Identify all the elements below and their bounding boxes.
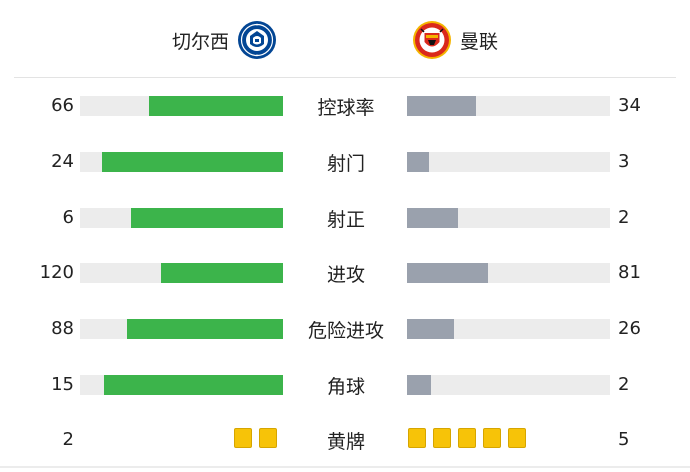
- stat-label: 控球率: [317, 97, 375, 119]
- home-stat-value: 6: [62, 207, 74, 228]
- home-stat-value: 15: [51, 374, 74, 395]
- home-stat-bar-track: [80, 96, 283, 116]
- home-stat-bar-track: [80, 263, 283, 283]
- yellow-card-icon: [433, 428, 451, 448]
- stat-label: 黄牌: [326, 431, 365, 453]
- home-yellow-cards-value: 2: [62, 429, 74, 450]
- home-stat-value: 24: [51, 151, 74, 172]
- match-header: 切尔西 曼联: [0, 0, 690, 78]
- home-stat-value: 120: [39, 262, 74, 283]
- stat-row: 6 射正 2: [0, 204, 690, 244]
- home-stat-value: 66: [51, 95, 74, 116]
- away-stat-value: 2: [618, 207, 630, 228]
- home-stat-bar: [161, 263, 283, 283]
- yellow-card-icon: [483, 428, 501, 448]
- away-stat-value: 26: [618, 318, 641, 339]
- stat-label: 射门: [326, 153, 365, 175]
- away-stat-bar: [407, 152, 429, 172]
- stat-row: 120 进攻 81: [0, 259, 690, 299]
- home-stat-value: 88: [51, 318, 74, 339]
- chelsea-badge-icon: [238, 21, 277, 59]
- bottom-divider: [0, 466, 690, 468]
- yellow-card-icon: [458, 428, 476, 448]
- away-stat-bar-track: [407, 375, 610, 395]
- away-yellow-cards: [408, 428, 533, 450]
- home-stat-bar: [131, 208, 283, 228]
- home-stat-bar-track: [80, 152, 283, 172]
- away-yellow-cards-value: 5: [618, 429, 630, 450]
- away-stat-value: 2: [618, 374, 630, 395]
- home-stat-bar-track: [80, 208, 283, 228]
- away-stat-bar: [407, 375, 431, 395]
- away-stat-bar-track: [407, 208, 610, 228]
- home-stat-bar: [102, 152, 283, 172]
- yellow-card-icon: [508, 428, 526, 448]
- away-stat-bar-track: [407, 263, 610, 283]
- header-divider: [14, 77, 676, 78]
- away-stat-bar: [407, 208, 458, 228]
- stat-label: 角球: [326, 376, 365, 398]
- home-yellow-cards: [234, 428, 284, 450]
- away-stat-bar: [407, 319, 454, 339]
- away-team-name: 曼联: [460, 30, 499, 53]
- yellow-card-icon: [259, 428, 277, 448]
- away-stat-value: 3: [618, 151, 630, 172]
- away-stat-bar-track: [407, 152, 610, 172]
- away-stat-bar-track: [407, 96, 610, 116]
- away-stat-value: 34: [618, 95, 641, 116]
- stat-row: 15 角球 2: [0, 371, 690, 411]
- home-team-name: 切尔西: [172, 30, 230, 53]
- yellow-card-icon: [408, 428, 426, 448]
- stat-row: 66 控球率 34: [0, 92, 690, 132]
- stat-row: 24 射门 3: [0, 148, 690, 188]
- home-stat-bar-track: [80, 319, 283, 339]
- away-stat-bar-track: [407, 319, 610, 339]
- away-stat-bar: [407, 263, 488, 283]
- stat-label: 危险进攻: [307, 320, 384, 342]
- yellow-card-icon: [234, 428, 252, 448]
- manchester-united-badge-icon: [413, 21, 451, 59]
- stat-label: 进攻: [326, 264, 365, 286]
- stat-row: 88 危险进攻 26: [0, 315, 690, 355]
- home-stat-bar: [104, 375, 283, 395]
- home-team[interactable]: 切尔西: [172, 18, 277, 62]
- home-stat-bar-track: [80, 375, 283, 395]
- stat-row-yellow-cards: 2 黄牌 5: [0, 426, 690, 466]
- stat-label: 射正: [326, 209, 365, 231]
- home-stat-bar: [127, 319, 283, 339]
- home-stat-bar: [149, 96, 283, 116]
- away-team[interactable]: 曼联: [412, 18, 498, 62]
- away-stat-bar: [407, 96, 476, 116]
- away-stat-value: 81: [618, 262, 641, 283]
